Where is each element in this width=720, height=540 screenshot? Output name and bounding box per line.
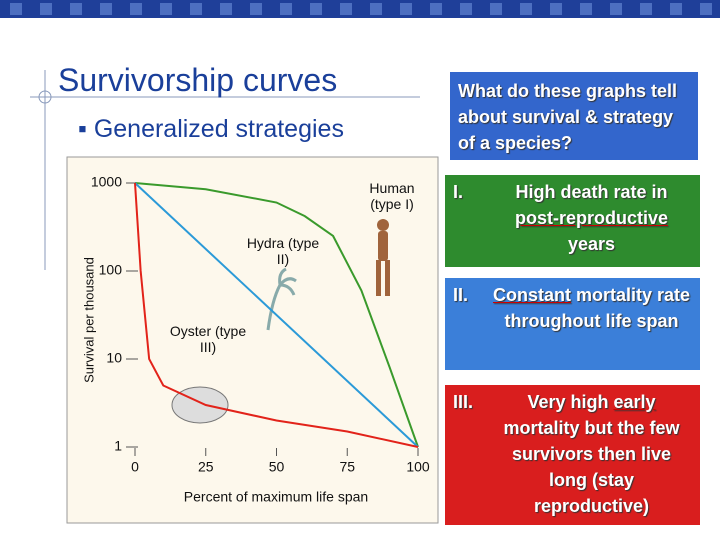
curve-label: Oyster (type III) (169, 323, 247, 355)
point-text: High death rate in post-reproductive yea… (491, 179, 692, 257)
point-numeral: I. (453, 182, 464, 202)
bullet-text: Generalized strategies (93, 115, 344, 143)
point-numeral: III. (453, 392, 474, 412)
point-text-part: Constant (492, 285, 571, 305)
human-figure (376, 219, 390, 296)
point-box: III. Very high early mortality but the fe… (445, 385, 700, 525)
point-numeral: II. (453, 285, 469, 305)
x-tick-label: 50 (269, 459, 285, 475)
top-bar-squares (10, 3, 712, 15)
point-text-part: post-reproductive (514, 208, 669, 228)
curve-label: Hydra (type II) (246, 235, 320, 267)
x-tick-label: 100 (406, 459, 430, 475)
point-box: II. Constant mortality rate throughout li… (445, 278, 700, 370)
point-row: III. Very high early mortality but the fe… (445, 385, 700, 523)
point-text-part: early (613, 392, 656, 412)
y-tick-label: 100 (99, 262, 123, 278)
top-bar (0, 0, 720, 18)
point-text-part: years (567, 234, 616, 254)
point-row: II. Constant mortality rate throughout li… (445, 278, 700, 338)
slide-title: Survivorship curves (58, 62, 338, 98)
point-text-part: High death rate in (515, 182, 668, 202)
y-tick-label: 1000 (91, 174, 122, 190)
point-text: Constant mortality rate throughout life … (491, 282, 692, 334)
point-row: I. High death rate in post-reproductive y… (445, 175, 700, 261)
curve (134, 182, 419, 448)
x-tick-label: 25 (198, 459, 214, 475)
chart-panel (66, 156, 439, 524)
x-tick-label: 75 (339, 459, 355, 475)
point-text-part: Very high (527, 392, 614, 412)
point-box: I. High death rate in post-reproductive y… (445, 175, 700, 267)
x-axis-label: Percent of maximum life span (184, 489, 368, 505)
point-text-part: mortality but the few survivors then liv… (503, 418, 680, 516)
y-axis-label: Survival per thousand (81, 257, 96, 383)
point-text-part: mortality rate throughout life span (504, 285, 691, 331)
curve-label: Human (type I) (369, 180, 415, 212)
y-tick-label: 1 (114, 438, 122, 454)
hydra-figure (266, 267, 297, 331)
curve (134, 182, 419, 448)
question-box: What do these graphs tell about survival… (450, 72, 698, 160)
point-text: Very high early mortality but the few su… (491, 389, 692, 519)
y-tick-label: 10 (106, 350, 122, 366)
x-tick-label: 0 (131, 459, 139, 475)
deco-circle (38, 90, 52, 104)
curve (134, 182, 419, 448)
bullet: ▪ Generalized strategies (78, 115, 344, 143)
